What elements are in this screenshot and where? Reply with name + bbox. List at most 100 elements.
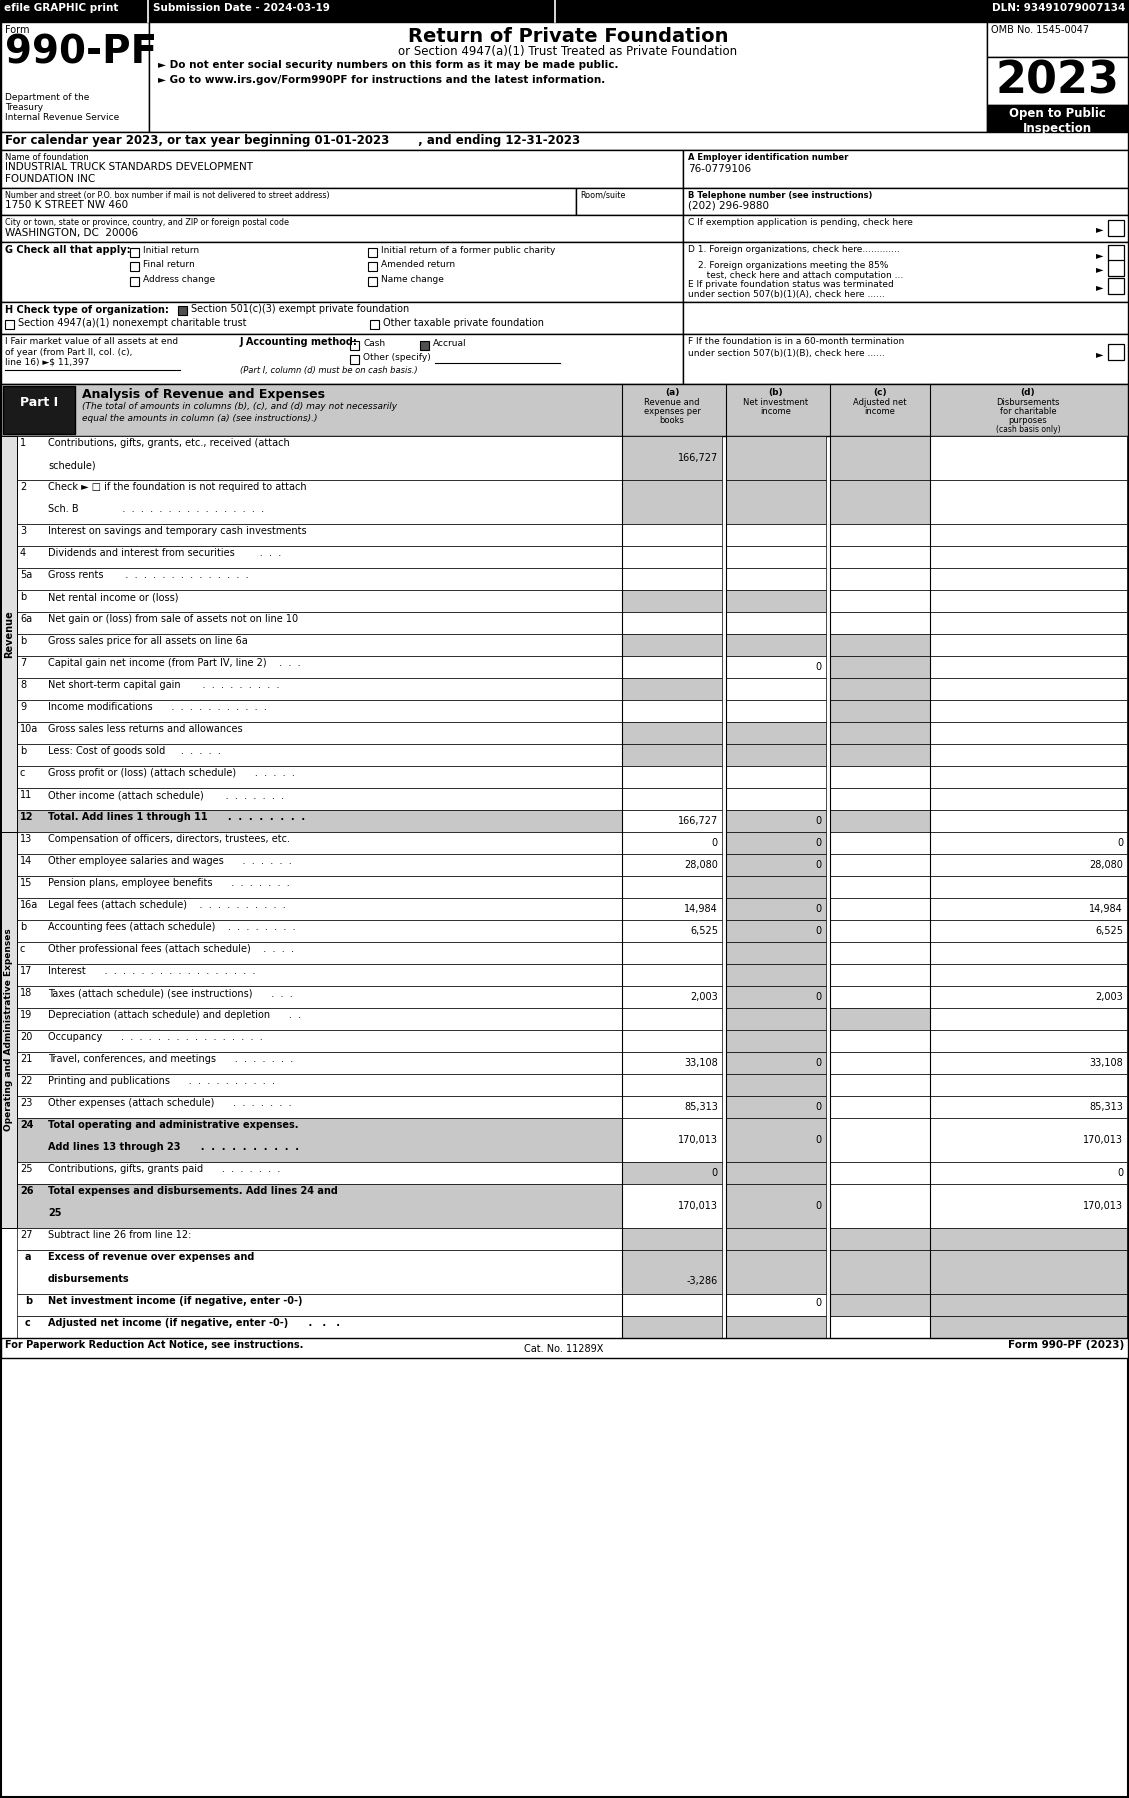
Text: H Check type of organization:: H Check type of organization: xyxy=(5,306,169,315)
Text: 23: 23 xyxy=(20,1099,33,1108)
Bar xyxy=(1108,343,1124,360)
Bar xyxy=(622,1316,723,1338)
Text: 17: 17 xyxy=(20,966,33,976)
Bar xyxy=(622,1295,723,1316)
Bar xyxy=(726,435,826,480)
Text: 9: 9 xyxy=(20,701,26,712)
Bar xyxy=(17,788,622,811)
Text: Occupancy      .  .  .  .  .  .  .  .  .  .  .  .  .  .  .  .: Occupancy . . . . . . . . . . . . . . . … xyxy=(49,1032,263,1043)
Text: 28,080: 28,080 xyxy=(684,859,718,870)
Bar xyxy=(830,1030,930,1052)
Bar xyxy=(830,611,930,635)
Bar xyxy=(726,1250,826,1295)
Text: 33,108: 33,108 xyxy=(1089,1057,1123,1068)
Bar xyxy=(368,263,377,271)
Bar xyxy=(830,811,930,832)
Text: Pension plans, employee benefits      .  .  .  .  .  .  .: Pension plans, employee benefits . . . .… xyxy=(49,877,290,888)
Text: 26: 26 xyxy=(20,1187,34,1196)
Text: 25: 25 xyxy=(49,1208,61,1217)
Text: Other professional fees (attach schedule)    .  .  .  .: Other professional fees (attach schedule… xyxy=(49,944,294,955)
Text: Gross profit or (loss) (attach schedule)      .  .  .  .  .: Gross profit or (loss) (attach schedule)… xyxy=(49,768,295,779)
Bar xyxy=(622,635,723,656)
Bar xyxy=(930,656,1127,678)
Bar xyxy=(830,1118,930,1162)
Text: 0: 0 xyxy=(816,1102,822,1111)
Text: Other expenses (attach schedule)      .  .  .  .  .  .  .: Other expenses (attach schedule) . . . .… xyxy=(49,1099,291,1108)
Text: 10a: 10a xyxy=(20,725,38,734)
Text: 14,984: 14,984 xyxy=(1089,904,1123,913)
Bar xyxy=(1108,245,1124,261)
Bar xyxy=(1108,261,1124,277)
Text: Net investment: Net investment xyxy=(743,397,808,406)
Text: Initial return of a former public charity: Initial return of a former public charit… xyxy=(380,246,555,255)
Bar xyxy=(830,985,930,1009)
Text: Cash: Cash xyxy=(364,340,385,349)
Text: Add lines 13 through 23      .  .  .  .  .  .  .  .  .  .: Add lines 13 through 23 . . . . . . . . … xyxy=(49,1142,299,1153)
Bar xyxy=(1,832,17,1228)
Text: 6a: 6a xyxy=(20,613,32,624)
Bar xyxy=(987,104,1128,131)
Bar xyxy=(930,788,1127,811)
Bar xyxy=(930,897,1127,921)
Text: 1750 K STREET NW 460: 1750 K STREET NW 460 xyxy=(5,200,128,210)
Text: 2,003: 2,003 xyxy=(690,992,718,1001)
Bar xyxy=(17,985,622,1009)
Bar xyxy=(830,723,930,744)
Bar xyxy=(830,678,930,699)
Text: 85,313: 85,313 xyxy=(1089,1102,1123,1111)
Text: 2,003: 2,003 xyxy=(1095,992,1123,1001)
Text: Initial return: Initial return xyxy=(143,246,199,255)
Bar xyxy=(930,744,1127,766)
Bar xyxy=(5,320,14,329)
Bar xyxy=(350,342,359,351)
Bar xyxy=(930,921,1127,942)
Text: 0: 0 xyxy=(816,992,822,1001)
Text: (cash basis only): (cash basis only) xyxy=(996,424,1060,433)
Text: Total. Add lines 1 through 11      .  .  .  .  .  .  .  .: Total. Add lines 1 through 11 . . . . . … xyxy=(49,813,305,822)
Bar xyxy=(930,699,1127,723)
Text: Excess of revenue over expenses and: Excess of revenue over expenses and xyxy=(49,1251,254,1262)
Bar xyxy=(17,876,622,897)
Bar xyxy=(17,1295,622,1316)
Text: 0: 0 xyxy=(816,1135,822,1145)
Text: Total operating and administrative expenses.: Total operating and administrative expen… xyxy=(49,1120,298,1129)
Bar xyxy=(622,832,723,854)
Bar xyxy=(726,678,826,699)
Bar xyxy=(622,1097,723,1118)
Text: under section 507(b)(1)(B), check here ......: under section 507(b)(1)(B), check here .… xyxy=(688,349,885,358)
Bar xyxy=(930,611,1127,635)
Text: Submission Date - 2024-03-19: Submission Date - 2024-03-19 xyxy=(154,4,330,13)
Text: 6,525: 6,525 xyxy=(690,926,718,937)
Text: G Check all that apply:: G Check all that apply: xyxy=(5,245,131,255)
Text: Capital gain net income (from Part IV, line 2)    .  .  .: Capital gain net income (from Part IV, l… xyxy=(49,658,300,669)
Bar xyxy=(726,1185,826,1228)
Bar xyxy=(17,1316,622,1338)
Text: Other income (attach schedule)       .  .  .  .  .  .  .: Other income (attach schedule) . . . . .… xyxy=(49,789,285,800)
Bar xyxy=(622,1030,723,1052)
Bar xyxy=(17,1073,622,1097)
Text: 20: 20 xyxy=(20,1032,33,1043)
Bar xyxy=(622,1228,723,1250)
Bar xyxy=(683,216,1128,243)
Bar xyxy=(930,1228,1127,1250)
Bar xyxy=(830,435,930,480)
Text: disbursements: disbursements xyxy=(49,1275,130,1284)
Text: Dividends and interest from securities        .  .  .: Dividends and interest from securities .… xyxy=(49,548,281,557)
Text: 13: 13 xyxy=(20,834,33,843)
Bar xyxy=(130,263,139,271)
Bar xyxy=(830,1316,930,1338)
Bar xyxy=(622,1052,723,1073)
Text: 8: 8 xyxy=(20,680,26,690)
Text: 166,727: 166,727 xyxy=(677,453,718,464)
Text: C If exemption application is pending, check here: C If exemption application is pending, c… xyxy=(688,218,913,227)
Bar xyxy=(830,964,930,985)
Text: 14: 14 xyxy=(20,856,33,867)
Bar xyxy=(726,699,826,723)
Text: Accrual: Accrual xyxy=(434,340,466,349)
Bar xyxy=(830,897,930,921)
Bar xyxy=(930,1052,1127,1073)
Bar xyxy=(17,1228,622,1250)
Text: (Part I, column (d) must be on cash basis.): (Part I, column (d) must be on cash basi… xyxy=(240,367,418,376)
Bar xyxy=(622,547,723,568)
Bar xyxy=(17,921,622,942)
